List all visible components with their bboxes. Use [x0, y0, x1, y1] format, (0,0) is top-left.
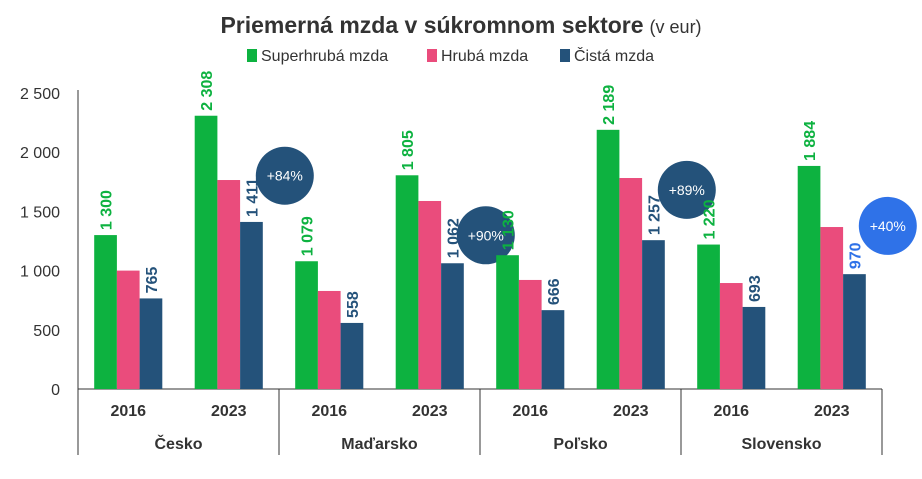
bar-hruba — [116, 270, 140, 389]
bar-cista — [541, 310, 565, 389]
bar-superhruba — [194, 115, 218, 390]
country-label: Česko — [154, 434, 202, 453]
growth-label: +40% — [870, 218, 906, 234]
growth-label: +84% — [267, 168, 303, 184]
y-tick-label: 2 000 — [20, 145, 60, 162]
data-label-cista: 666 — [546, 278, 563, 305]
growth-bubble — [255, 146, 314, 205]
year-label: 2016 — [512, 403, 548, 420]
plot-area: 0 500 1 000 1 500 2 000 2 500 Česko 2016 1 300 76… — [20, 71, 917, 455]
bar-hruba — [418, 200, 442, 389]
legend-label-superhruba: Superhrubá mzda — [261, 48, 388, 65]
growth-label: +90% — [468, 227, 504, 243]
legend-label-hruba: Hrubá mzda — [441, 48, 528, 65]
data-label-superhruba: 1 884 — [802, 121, 819, 161]
bar-cista — [742, 306, 766, 389]
bar-hruba — [518, 279, 542, 389]
legend-swatch-superhruba — [247, 49, 257, 62]
y-tick-label: 500 — [33, 323, 60, 340]
legend: Superhrubá mzda Hrubá mzda Čistá mzda — [247, 46, 654, 65]
growth-bubble — [657, 160, 716, 219]
country-label: Poľsko — [553, 436, 607, 453]
data-label-cista: 693 — [747, 275, 764, 302]
data-label-superhruba: 1 130 — [501, 210, 518, 250]
bar-superhruba — [496, 255, 519, 389]
bar-superhruba — [596, 129, 620, 390]
bar-hruba — [820, 227, 844, 389]
chart-title-unit: (v eur) — [650, 17, 702, 37]
data-label-superhruba: 1 220 — [702, 199, 719, 239]
chart-title: Priemerná mzda v súkromnom sektore (v eur… — [220, 12, 701, 38]
data-label-superhruba: 1 079 — [300, 216, 317, 256]
data-label-superhruba: 2 189 — [601, 85, 618, 125]
data-label-cista: 1 257 — [646, 195, 663, 235]
legend-swatch-hruba — [427, 49, 437, 62]
data-label-superhruba: 2 308 — [199, 71, 216, 111]
bar-hruba — [317, 290, 341, 389]
growth-bubble — [858, 196, 917, 255]
data-label-cista: 765 — [144, 267, 161, 294]
bar-superhruba — [697, 244, 720, 389]
data-label-cista: 558 — [345, 291, 362, 318]
bar-cista — [240, 221, 263, 389]
bar-superhruba — [94, 235, 117, 389]
y-tick-label: 2 500 — [20, 86, 60, 103]
bar-cista — [441, 263, 464, 389]
year-label: 2016 — [311, 403, 347, 420]
bar-hruba — [217, 180, 241, 389]
y-tick-label: 0 — [51, 382, 60, 399]
data-label-cista: 1 411 — [244, 178, 261, 217]
country-label: Slovensko — [741, 436, 821, 453]
legend-swatch-cista — [560, 49, 570, 62]
bar-hruba — [719, 283, 743, 389]
bar-superhruba — [395, 175, 419, 389]
legend-label-cista: Čistá mzda — [574, 46, 654, 65]
data-label-cista: 970 — [847, 242, 864, 269]
year-label: 2023 — [613, 403, 649, 420]
year-label: 2023 — [814, 403, 850, 420]
growth-label: +89% — [669, 182, 705, 198]
bar-cista — [139, 298, 163, 389]
bar-cista — [843, 274, 866, 389]
data-label-superhruba: 1 300 — [99, 190, 116, 230]
bar-superhruba — [797, 165, 821, 389]
growth-bubble — [456, 206, 515, 265]
bar-cista — [340, 322, 364, 389]
y-tick-label: 1 500 — [20, 204, 60, 221]
year-label: 2016 — [110, 403, 146, 420]
bar-cista — [642, 240, 665, 389]
chart-title-main: Priemerná mzda v súkromnom sektore — [220, 12, 643, 38]
bar-hruba — [619, 178, 643, 389]
y-tick-label: 1 000 — [20, 264, 60, 281]
year-label: 2023 — [211, 403, 247, 420]
year-label: 2016 — [713, 403, 749, 420]
data-label-superhruba: 1 805 — [400, 130, 417, 170]
country-label: Maďarsko — [341, 436, 418, 453]
year-label: 2023 — [412, 403, 448, 420]
bar-superhruba — [295, 261, 318, 389]
